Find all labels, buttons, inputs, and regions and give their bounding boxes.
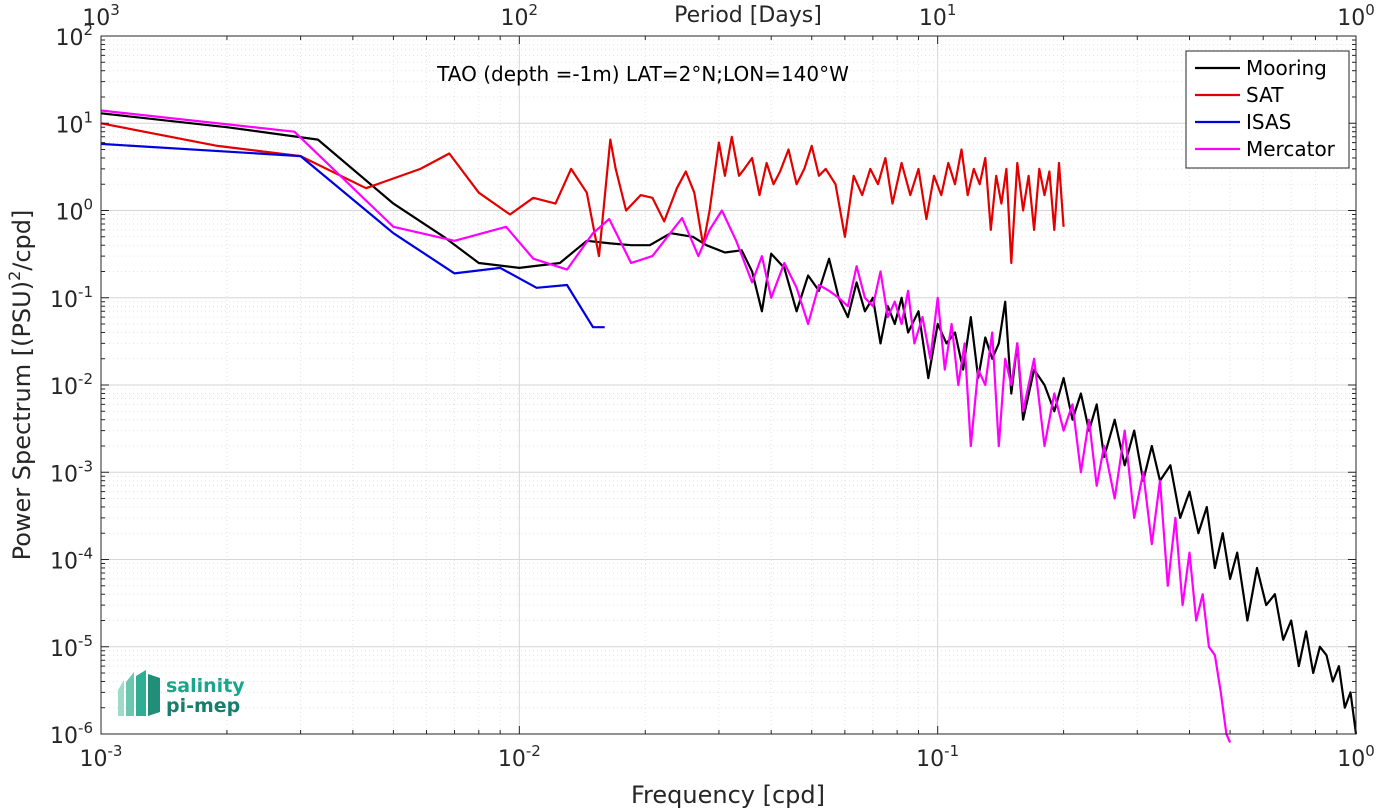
x-tick-label: 100 <box>1337 742 1375 772</box>
y-tick-label: 10-2 <box>50 370 93 400</box>
x-tick-label: 10-1 <box>916 742 959 772</box>
series-layer <box>100 109 1358 743</box>
tick-marks <box>100 35 1357 735</box>
y-tick-label: 10-4 <box>50 545 93 575</box>
logo-line2: pi-mep <box>166 695 240 717</box>
top-tick-label: 100 <box>1337 1 1375 31</box>
legend-label-isas: ISAS <box>1246 110 1291 134</box>
x-axis-label: Frequency [cpd] <box>631 781 825 809</box>
legend-label-mooring: Mooring <box>1246 56 1327 80</box>
logo-line1: salinity <box>166 675 245 697</box>
y-tick-label: 101 <box>55 108 93 138</box>
salinity-pimep-logo: salinity pi-mep <box>118 670 245 717</box>
y-axis-label-suffix: /cpd] <box>8 210 36 271</box>
logo-wave-1 <box>118 680 124 716</box>
legend: Mooring SAT ISAS Mercator <box>1185 50 1350 169</box>
y-axis-label-prefix: Power Spectrum [(PSU) <box>8 281 36 560</box>
series-line-isas <box>100 142 605 329</box>
top-tick-label: 103 <box>82 1 120 31</box>
y-tick-label: 10-1 <box>50 283 93 313</box>
top-tick-label: 101 <box>919 1 957 31</box>
logo-wave-2 <box>126 672 134 716</box>
x-tick-label: 10-3 <box>80 742 123 772</box>
y-tick-label: 10-3 <box>50 457 93 487</box>
series-line-mercator <box>100 109 1232 743</box>
legend-label-sat: SAT <box>1246 83 1284 107</box>
top-tick-label: 102 <box>501 1 539 31</box>
chart-annotation: TAO (depth =-1m) LAT=2°N;LON=140°W <box>436 62 849 86</box>
y-tick-label: 102 <box>55 21 93 51</box>
series-line-mooring <box>100 112 1358 735</box>
y-axis-label: Power Spectrum [(PSU)2/cpd] <box>5 210 36 561</box>
y-tick-label: 10-6 <box>50 719 93 749</box>
y-tick-label: 10-5 <box>50 632 93 662</box>
y-axis-label-sup: 2 <box>5 271 24 281</box>
x-tick-label: 10-2 <box>498 742 541 772</box>
logo-wave-3 <box>136 670 146 716</box>
series-line-sat <box>100 122 1065 265</box>
y-tick-label: 100 <box>55 196 93 226</box>
logo-wave-4 <box>148 674 160 716</box>
top-axis-label: Period [Days] <box>674 3 822 28</box>
legend-label-mercator: Mercator <box>1246 137 1336 161</box>
